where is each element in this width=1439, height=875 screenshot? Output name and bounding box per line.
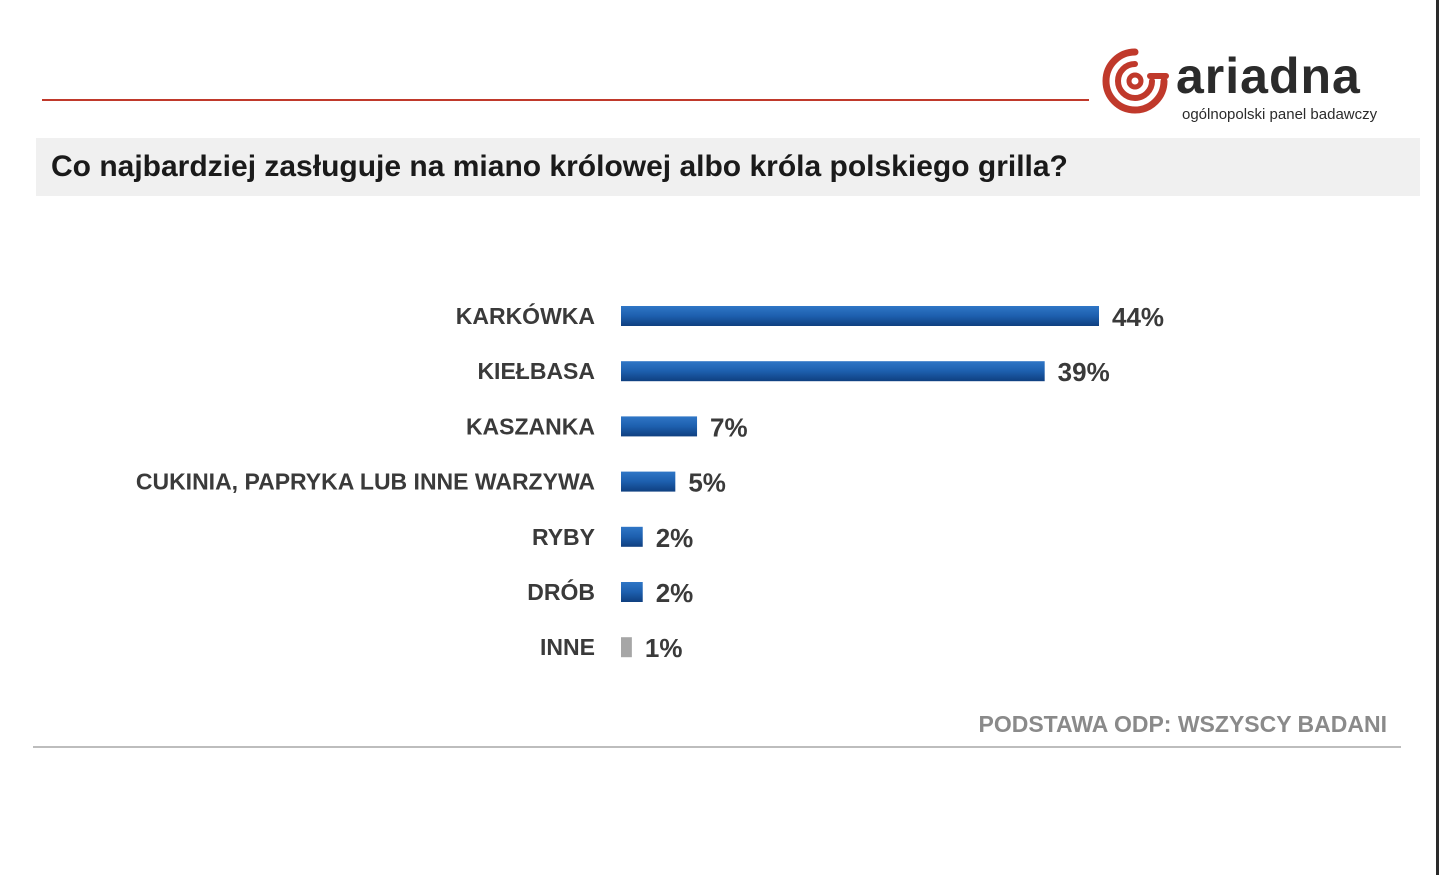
brand-tagline: ogólnopolski panel badawczy bbox=[1182, 106, 1378, 123]
bar bbox=[621, 526, 643, 547]
category-label: KIEŁBASA bbox=[477, 358, 595, 384]
header-divider bbox=[42, 99, 1089, 101]
ariadna-logo: ariadna ogólnopolski panel badawczy bbox=[1100, 44, 1420, 128]
footer-divider bbox=[33, 746, 1401, 748]
bar bbox=[621, 306, 1099, 326]
value-label: 39% bbox=[1058, 357, 1110, 387]
category-label: KARKÓWKA bbox=[456, 302, 595, 329]
category-label: KASZANKA bbox=[466, 413, 595, 439]
value-label: 7% bbox=[710, 412, 748, 442]
title-band: Co najbardziej zasługuje na miano królow… bbox=[36, 138, 1420, 196]
window-edge bbox=[1436, 0, 1439, 875]
value-label: 2% bbox=[656, 523, 694, 553]
chart-title: Co najbardziej zasługuje na miano królow… bbox=[51, 150, 1068, 183]
category-label: RYBY bbox=[532, 524, 595, 550]
value-label: 5% bbox=[688, 468, 726, 498]
bar bbox=[621, 361, 1045, 382]
bar bbox=[621, 582, 643, 602]
value-label: 1% bbox=[645, 633, 683, 663]
value-label: 2% bbox=[656, 578, 694, 608]
category-label: DRÓB bbox=[527, 578, 595, 605]
bar bbox=[621, 637, 632, 658]
category-label: CUKINIA, PAPRYKA LUB INNE WARZYWA bbox=[136, 469, 595, 495]
ariadna-spiral-icon bbox=[1102, 48, 1169, 114]
bar bbox=[621, 471, 676, 492]
value-label: 44% bbox=[1112, 302, 1164, 332]
category-label: INNE bbox=[540, 634, 595, 660]
brand-name: ariadna bbox=[1176, 48, 1361, 104]
bar bbox=[621, 416, 698, 437]
base-footnote: PODSTAWA ODP: WSZYSCY BADANI bbox=[978, 711, 1388, 737]
